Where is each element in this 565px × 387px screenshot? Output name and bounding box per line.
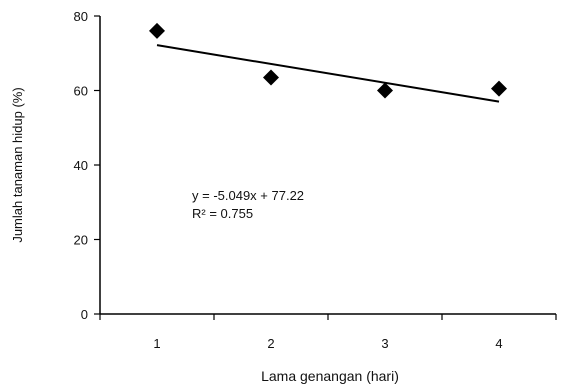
x-tick-label: 1 bbox=[153, 336, 160, 351]
x-axis-label: Lama genangan (hari) bbox=[261, 368, 399, 384]
data-point bbox=[149, 22, 165, 39]
data-point bbox=[377, 82, 393, 99]
y-tick-label: 0 bbox=[81, 307, 88, 322]
y-axis-label: Jumlah tanaman hidup (%) bbox=[10, 87, 25, 242]
trendline bbox=[156, 44, 500, 103]
data-point bbox=[263, 69, 279, 86]
y-tick-label: 40 bbox=[74, 158, 88, 173]
x-tick-label: 4 bbox=[495, 336, 502, 351]
x-tick-label: 2 bbox=[267, 336, 274, 351]
r-squared-label: R² = 0.755 bbox=[192, 206, 253, 221]
y-tick-label: 60 bbox=[74, 84, 88, 99]
equation-label: y = -5.049x + 77.22 bbox=[192, 188, 304, 203]
data-points bbox=[149, 22, 507, 99]
data-point bbox=[491, 80, 507, 97]
tick-labels: 0 20 40 60 80 1 2 3 4 bbox=[74, 9, 503, 351]
axes bbox=[94, 15, 557, 320]
trendline-group bbox=[156, 44, 500, 103]
y-tick-label: 80 bbox=[74, 9, 88, 24]
y-tick-label: 20 bbox=[74, 233, 88, 248]
x-tick-label: 3 bbox=[381, 336, 388, 351]
